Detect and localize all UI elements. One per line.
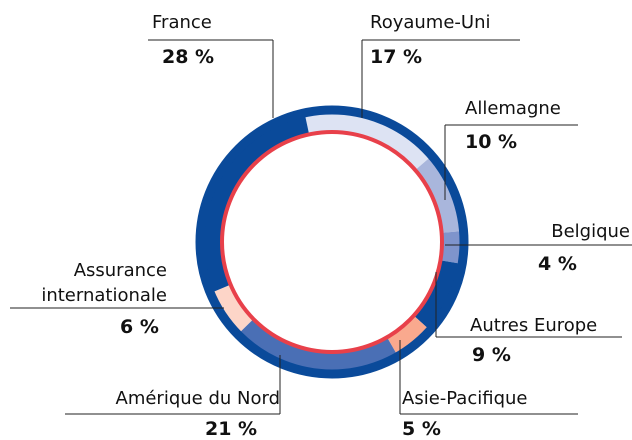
category-label: Royaume-Uni [370,12,491,33]
value-label: 9 % [472,344,511,366]
category-label: Autres Europe [470,315,598,336]
donut-segment [212,283,255,333]
donut-segment [202,114,310,293]
value-label: 6 % [120,316,159,338]
outer-ring [195,105,469,379]
donut-segment [413,157,462,233]
value-label: 17 % [370,46,423,68]
category-label: Assurance internationale [41,260,167,306]
category-label: Asie-Pacifique [402,388,528,409]
inner-circle [220,130,444,354]
category-label: France [152,12,212,33]
category-label: Allemagne [465,98,561,119]
leader-lines [10,39,632,415]
value-label: 10 % [465,131,518,153]
value-label: 5 % [402,418,441,440]
category-label: Belgique [551,221,630,242]
value-label: 21 % [205,418,258,440]
value-label: 4 % [538,253,577,275]
donut-segment [438,231,462,264]
donut-segment [386,314,429,355]
value-label: 28 % [162,46,215,68]
category-label: Amérique du Nord [115,388,281,409]
